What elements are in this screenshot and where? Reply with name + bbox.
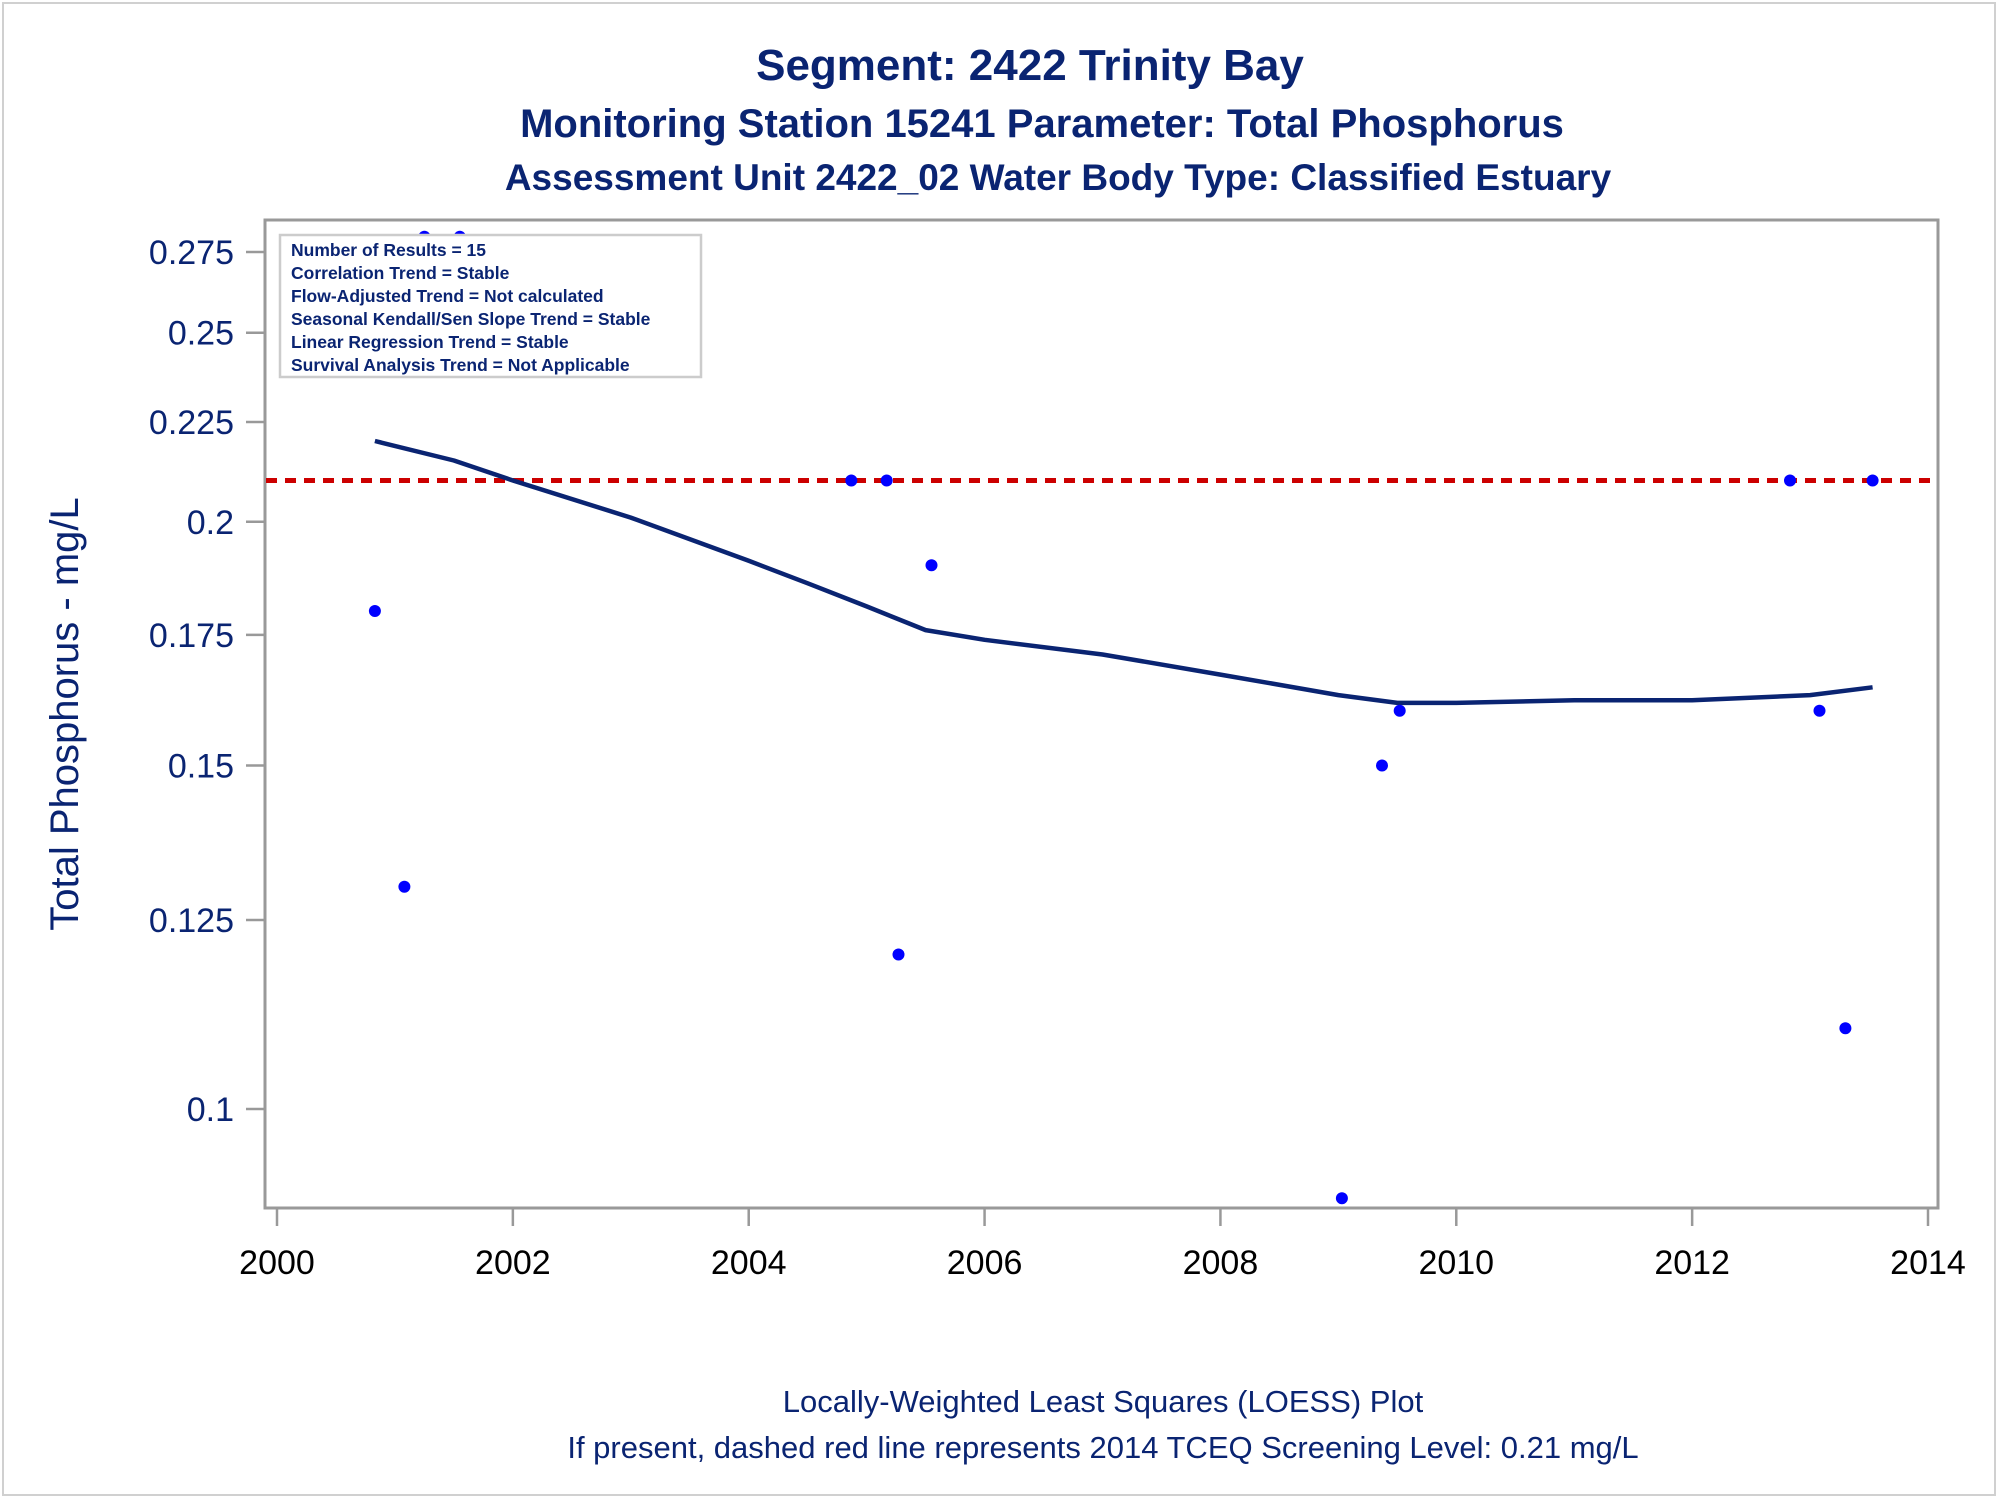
data-point [1784,474,1796,487]
data-point [1813,704,1826,717]
data-point [892,948,905,961]
x-tick-label: 2008 [1183,1244,1259,1282]
stats-legend-line: Flow-Adjusted Trend = Not calculated [291,286,604,306]
x-tick-label: 2012 [1654,1244,1730,1282]
y-axis-label: Total Phosphorus - mg/L [43,497,87,931]
data-point [845,474,858,487]
data-point [880,474,893,487]
stats-legend-line: Linear Regression Trend = Stable [291,332,569,352]
data-point [398,880,411,893]
footnote-screening: If present, dashed red line represents 2… [567,1430,1638,1465]
data-point [925,559,938,572]
x-axis: 2000 2002 2004 2006 2008 2010 2012 2014 [239,1208,1966,1282]
y-tick-label: 0.225 [149,404,234,442]
data-point [1839,1022,1852,1035]
chart-title: Segment: 2422 Trinity Bay [756,41,1304,90]
data-point [1866,474,1879,487]
y-axis: 0.1 0.125 0.15 0.175 0.2 0.225 0.25 0.275 [149,234,265,1129]
y-tick-label: 0.1 [187,1091,234,1129]
footnote-loess: Locally-Weighted Least Squares (LOESS) P… [783,1384,1424,1419]
stats-legend-line: Correlation Trend = Stable [291,263,510,283]
x-tick-label: 2000 [239,1244,315,1282]
data-point [368,605,381,617]
y-tick-label: 0.25 [168,315,234,353]
plot-area [263,218,1940,1210]
stats-legend-box [278,233,703,379]
y-tick-label: 0.275 [149,234,234,272]
stats-legend: Number of Results = 15 Correlation Trend… [278,233,703,379]
stats-legend-line: Survival Analysis Trend = Not Applicable [291,355,630,375]
x-tick-label: 2006 [947,1244,1023,1282]
x-tick-label: 2014 [1890,1244,1966,1282]
y-tick-label: 0.175 [149,617,234,655]
stats-legend-line: Seasonal Kendall/Sen Slope Trend = Stabl… [291,309,651,329]
data-point [1393,704,1406,717]
x-tick-label: 2004 [711,1244,787,1282]
stats-legend-line: Number of Results = 15 [291,240,486,260]
loess-line [374,438,1873,706]
x-tick-label: 2002 [475,1244,551,1282]
x-tick-label: 2010 [1418,1244,1494,1282]
loess-series [374,438,1873,706]
chart-subtitle: Monitoring Station 15241 Parameter: Tota… [520,102,1564,146]
data-point [1335,1192,1348,1205]
y-tick-label: 0.2 [187,504,234,542]
data-point [1376,759,1388,772]
chart-subtitle-2: Assessment Unit 2422_02 Water Body Type:… [505,157,1612,198]
y-tick-label: 0.125 [149,902,234,940]
y-tick-label: 0.15 [168,748,234,786]
